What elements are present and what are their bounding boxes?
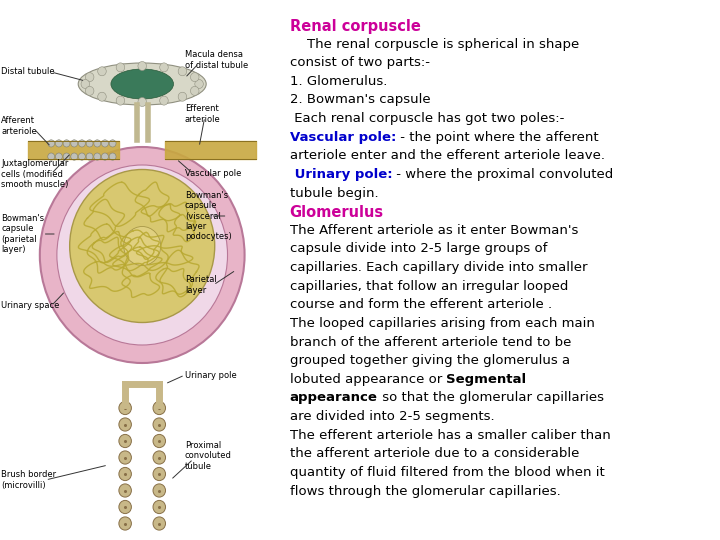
Circle shape <box>119 501 131 514</box>
Circle shape <box>98 92 107 101</box>
Circle shape <box>160 96 168 105</box>
Circle shape <box>71 153 78 160</box>
Text: Urinary pole: Urinary pole <box>185 370 237 380</box>
Circle shape <box>86 86 94 96</box>
Circle shape <box>94 140 101 147</box>
Circle shape <box>124 226 161 266</box>
Text: quantity of fluid filtered from the blood when it: quantity of fluid filtered from the bloo… <box>289 466 604 479</box>
Circle shape <box>119 451 131 464</box>
Text: Juxtaglomerular
cells (modified
smooth muscle): Juxtaglomerular cells (modified smooth m… <box>1 159 69 189</box>
Text: - the point where the afferent: - the point where the afferent <box>396 131 598 144</box>
Ellipse shape <box>111 69 174 99</box>
Circle shape <box>119 517 131 530</box>
Circle shape <box>109 153 116 160</box>
Text: Vascular pole: Vascular pole <box>185 170 241 179</box>
Text: consist of two parts:-: consist of two parts:- <box>289 56 430 69</box>
Text: 1. Glomerulus.: 1. Glomerulus. <box>289 75 387 88</box>
Text: grouped together giving the glomerulus a: grouped together giving the glomerulus a <box>289 354 570 367</box>
Circle shape <box>138 62 146 71</box>
Text: capillaries, that follow an irregular looped: capillaries, that follow an irregular lo… <box>289 280 568 293</box>
Text: appearance: appearance <box>289 392 377 404</box>
Circle shape <box>48 140 55 147</box>
Text: Vascular pole:: Vascular pole: <box>289 131 396 144</box>
Text: The looped capillaries arising from each main: The looped capillaries arising from each… <box>289 317 595 330</box>
Circle shape <box>153 501 166 514</box>
Circle shape <box>191 86 199 96</box>
Text: course and form the efferent arteriole .: course and form the efferent arteriole . <box>289 298 552 312</box>
Circle shape <box>116 96 125 105</box>
Text: Glomerulus: Glomerulus <box>289 205 384 220</box>
Circle shape <box>98 67 107 76</box>
Circle shape <box>119 401 131 415</box>
Circle shape <box>119 484 131 497</box>
Circle shape <box>86 153 93 160</box>
Text: Urinary pole:: Urinary pole: <box>289 168 392 181</box>
Circle shape <box>116 63 125 72</box>
Text: arteriole enter and the efferent arteriole leave.: arteriole enter and the efferent arterio… <box>289 149 605 163</box>
Text: tubule begin.: tubule begin. <box>289 186 378 200</box>
Text: Distal tubule: Distal tubule <box>1 68 55 77</box>
Circle shape <box>70 170 215 322</box>
Circle shape <box>102 153 108 160</box>
Circle shape <box>71 140 78 147</box>
Circle shape <box>81 79 89 89</box>
Circle shape <box>48 153 55 160</box>
Circle shape <box>195 79 203 89</box>
Text: Renal corpuscle: Renal corpuscle <box>289 19 420 34</box>
Circle shape <box>153 401 166 415</box>
Text: Proximal
convoluted
tubule: Proximal convoluted tubule <box>185 441 232 471</box>
Text: lobuted appearance or: lobuted appearance or <box>289 373 446 386</box>
Text: Bowman's
capsule
(parietal
layer): Bowman's capsule (parietal layer) <box>1 214 45 254</box>
Text: The Afferent arteriole as it enter Bowman's: The Afferent arteriole as it enter Bowma… <box>289 224 578 237</box>
Circle shape <box>160 63 168 72</box>
Text: Efferent
arteriole: Efferent arteriole <box>185 104 220 124</box>
Circle shape <box>55 153 63 160</box>
Text: Afferent
arteriole: Afferent arteriole <box>1 116 37 136</box>
Circle shape <box>102 140 108 147</box>
Circle shape <box>78 140 86 147</box>
Circle shape <box>78 153 86 160</box>
Text: Macula densa
of distal tubule: Macula densa of distal tubule <box>185 50 248 70</box>
Circle shape <box>178 92 186 101</box>
Circle shape <box>40 147 245 363</box>
Circle shape <box>55 140 63 147</box>
Ellipse shape <box>78 63 206 105</box>
Circle shape <box>153 418 166 431</box>
Circle shape <box>119 434 131 448</box>
Text: capsule divide into 2-5 large groups of: capsule divide into 2-5 large groups of <box>289 242 547 255</box>
Circle shape <box>138 98 146 106</box>
Circle shape <box>86 72 94 82</box>
Text: branch of the afferent arteriole tend to be: branch of the afferent arteriole tend to… <box>289 335 571 349</box>
Circle shape <box>57 165 228 345</box>
Circle shape <box>153 451 166 464</box>
Text: the afferent arteriole due to a considerable: the afferent arteriole due to a consider… <box>289 447 579 461</box>
Text: Each renal corpuscle has got two poles:-: Each renal corpuscle has got two poles:- <box>289 112 564 125</box>
Text: Urinary space: Urinary space <box>1 301 60 310</box>
Text: so that the glomerular capillaries: so that the glomerular capillaries <box>377 392 603 404</box>
Text: The renal corpuscle is spherical in shape: The renal corpuscle is spherical in shap… <box>289 38 579 51</box>
Text: flows through the glomerular capillaries.: flows through the glomerular capillaries… <box>289 484 560 498</box>
Circle shape <box>94 153 101 160</box>
Text: Parietal
layer: Parietal layer <box>185 275 217 295</box>
Circle shape <box>63 153 70 160</box>
Text: capillaries. Each capillary divide into smaller: capillaries. Each capillary divide into … <box>289 261 587 274</box>
Text: The efferent arteriole has a smaller caliber than: The efferent arteriole has a smaller cal… <box>289 429 611 442</box>
Circle shape <box>178 67 186 76</box>
Text: - where the proximal convoluted: - where the proximal convoluted <box>392 168 613 181</box>
Circle shape <box>153 468 166 481</box>
Text: 2. Bowman's capsule: 2. Bowman's capsule <box>289 93 431 106</box>
Circle shape <box>63 140 70 147</box>
Circle shape <box>191 72 199 82</box>
Circle shape <box>109 140 116 147</box>
Circle shape <box>153 517 166 530</box>
Text: Segmental: Segmental <box>446 373 526 386</box>
Text: Bowman's
capsule
(visceral
layer
podocytes): Bowman's capsule (visceral layer podocyt… <box>185 191 232 241</box>
Circle shape <box>153 484 166 497</box>
Circle shape <box>119 418 131 431</box>
Circle shape <box>153 434 166 448</box>
Text: are divided into 2-5 segments.: are divided into 2-5 segments. <box>289 410 494 423</box>
Text: Brush border
(microvilli): Brush border (microvilli) <box>1 470 57 490</box>
Circle shape <box>86 140 93 147</box>
Circle shape <box>119 468 131 481</box>
